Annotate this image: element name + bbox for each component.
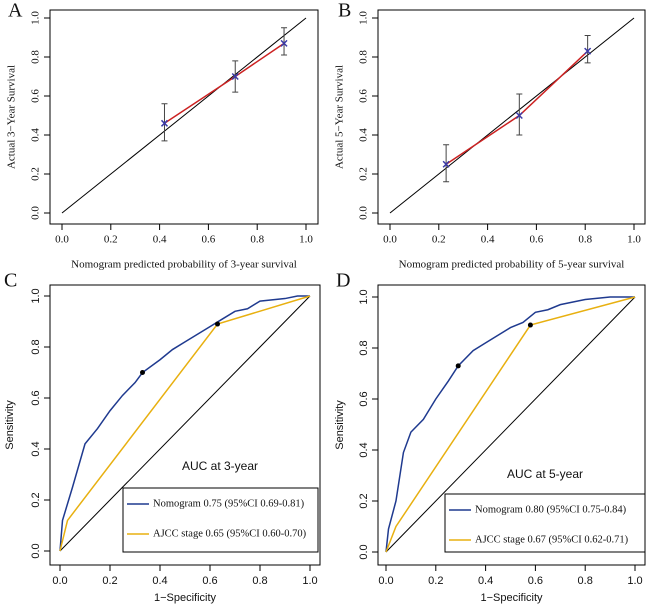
y-tick-label: 1.0 <box>358 11 370 25</box>
panel-letter: C <box>4 270 17 292</box>
plot-frame <box>377 9 646 225</box>
y-tick-label: 1.0 <box>30 11 42 25</box>
y-tick-label: 0.4 <box>30 441 42 456</box>
y-axis-label: Actual 3−Year Survival <box>6 65 18 169</box>
y-tick-label: 0.0 <box>30 543 42 558</box>
x-tick-label: 0.8 <box>578 234 592 246</box>
roc-curve <box>385 296 636 553</box>
x-axis-label: 1−Specificity <box>154 592 217 604</box>
y-tick-label: 1.0 <box>30 288 42 303</box>
legend-box <box>122 487 319 553</box>
point-marker <box>280 39 288 47</box>
x-tick-label: 0.2 <box>428 575 443 587</box>
calibration-line <box>164 42 285 124</box>
roc-curve <box>59 295 310 552</box>
y-tick-label: 1.0 <box>358 289 370 304</box>
x-tick-label: 0.8 <box>252 575 267 587</box>
y-tick-label: 0.4 <box>358 128 370 142</box>
reference-diagonal <box>389 17 635 214</box>
y-tick-label: 0.2 <box>358 493 370 508</box>
y-tick-label: 0.4 <box>30 128 42 142</box>
y-tick-label: 0.6 <box>30 390 42 405</box>
reference-diagonal <box>61 17 307 214</box>
point-marker <box>515 111 523 120</box>
x-tick-label: 0.2 <box>104 234 118 246</box>
legend-label: Nomogram 0.80 (95%CI 0.75-0.84) <box>475 504 627 515</box>
x-tick-label: 0.6 <box>530 234 544 246</box>
cutoff-point <box>527 322 533 328</box>
x-tick-label: 0.0 <box>383 234 397 246</box>
x-tick-label: 0.6 <box>202 234 216 246</box>
x-tick-label: 0.8 <box>250 234 264 246</box>
x-axis-label: Nomogram predicted probability of 5-year… <box>399 259 625 271</box>
y-tick-label: 0.0 <box>30 206 42 220</box>
x-tick-label: 0.4 <box>481 234 495 246</box>
y-tick-label: 0.8 <box>30 339 42 354</box>
y-tick-label: 0.6 <box>30 89 42 103</box>
x-tick-label: 0.0 <box>55 234 69 246</box>
roc-curve <box>385 296 635 553</box>
legend-label: AJCC stage 0.67 (95%CI 0.62-0.71) <box>475 534 629 545</box>
y-tick-label: 0.0 <box>358 544 370 559</box>
x-tick-label: 0.6 <box>202 575 217 587</box>
plot-frame <box>49 284 321 566</box>
reference-diagonal <box>385 296 636 553</box>
legend-box <box>444 493 646 553</box>
y-axis-label: Actual 5−Year Survival <box>334 65 346 169</box>
legend-title: AUC at 3-year <box>182 459 258 473</box>
y-tick-label: 0.2 <box>30 492 42 507</box>
y-axis-label: Sensitivity <box>4 400 16 450</box>
calibration-line <box>445 50 589 165</box>
x-tick-label: 1.0 <box>627 575 642 587</box>
x-tick-label: 0.6 <box>528 575 543 587</box>
legend-title: AUC at 5-year <box>507 467 583 481</box>
point-marker <box>584 47 592 55</box>
panel-letter: A <box>8 0 23 22</box>
error-bar <box>584 35 591 64</box>
x-tick-label: 0.4 <box>152 575 167 587</box>
point-marker <box>442 160 450 168</box>
y-tick-label: 0.0 <box>358 206 370 220</box>
cutoff-point <box>215 321 220 327</box>
x-tick-label: 1.0 <box>299 234 313 246</box>
y-tick-label: 0.6 <box>358 391 370 406</box>
y-tick-label: 0.6 <box>358 89 370 103</box>
plot-frame <box>49 9 319 225</box>
y-tick-label: 0.8 <box>30 50 42 64</box>
x-tick-label: 0.2 <box>102 575 117 587</box>
y-tick-label: 0.8 <box>358 50 370 64</box>
plot-frame <box>377 284 646 566</box>
roc-curve <box>59 295 311 552</box>
x-tick-label: 1.0 <box>302 575 317 587</box>
x-tick-label: 0.0 <box>52 575 67 587</box>
x-axis-label: Nomogram predicted probability of 3-year… <box>71 259 297 271</box>
legend-label: AJCC stage 0.65 (95%CI 0.60-0.70) <box>153 528 307 539</box>
x-tick-label: 1.0 <box>627 234 641 246</box>
x-tick-label: 0.2 <box>432 234 446 246</box>
x-tick-label: 0.4 <box>153 234 167 246</box>
y-tick-label: 0.8 <box>358 340 370 355</box>
y-tick-label: 0.4 <box>358 442 370 457</box>
y-tick-label: 0.2 <box>358 167 370 181</box>
reference-diagonal <box>59 295 311 552</box>
point-marker <box>231 72 239 81</box>
x-axis-label: 1−Specificity <box>480 592 543 604</box>
panel-letter: D <box>336 270 350 292</box>
point-marker <box>160 119 169 127</box>
panel-letter: B <box>338 0 351 22</box>
legend-label: Nomogram 0.75 (95%CI 0.69-0.81) <box>153 498 305 509</box>
cutoff-point <box>455 363 461 369</box>
error-bar <box>281 27 288 56</box>
x-tick-label: 0.8 <box>578 575 593 587</box>
cutoff-point <box>140 370 145 375</box>
x-tick-label: 0.0 <box>378 575 393 587</box>
y-axis-label: Sensitivity <box>334 400 346 450</box>
x-tick-label: 0.4 <box>478 575 493 587</box>
y-tick-label: 0.2 <box>30 167 42 181</box>
